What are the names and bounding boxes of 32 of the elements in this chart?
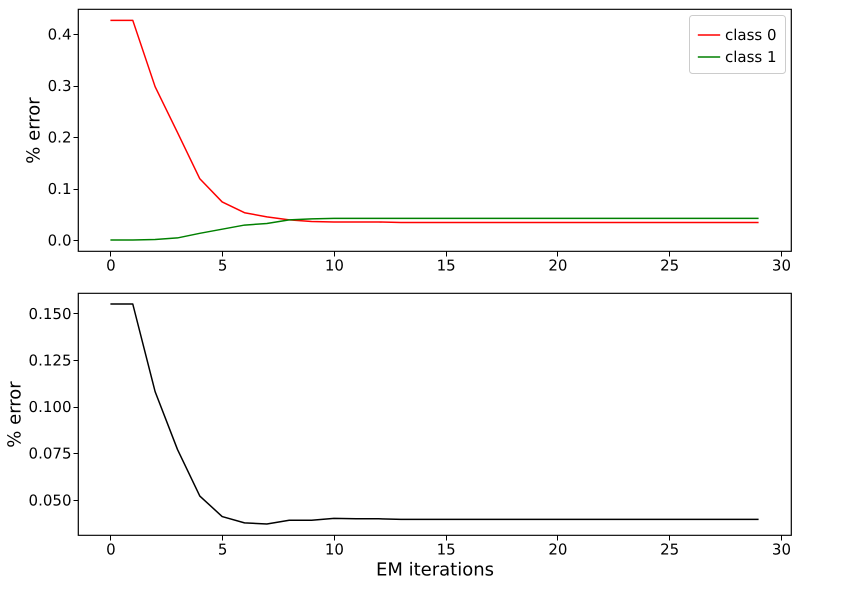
- x-axis-title: EM iterations: [376, 560, 494, 580]
- y-tick-label: 0.075: [28, 444, 72, 463]
- x-tick-label: 0: [106, 256, 116, 274]
- x-tick-label: 25: [660, 540, 680, 558]
- line-series: [110, 218, 760, 241]
- legend-label: class 1: [725, 48, 777, 66]
- x-tick-label: 5: [218, 256, 228, 274]
- legend-label: class 0: [725, 26, 777, 44]
- x-tick-label: 30: [772, 540, 791, 558]
- x-tick-label: 10: [324, 256, 344, 274]
- x-tick-label: 15: [436, 540, 456, 558]
- y-tick-label: 0.3: [48, 77, 72, 96]
- y-tick-label: 0.1: [48, 180, 72, 198]
- y-axis-title: % error: [4, 380, 26, 448]
- y-axis-title: % error: [24, 96, 45, 164]
- x-tick-label: 10: [324, 540, 344, 558]
- x-tick-label: 15: [436, 256, 456, 274]
- x-tick-label: 20: [548, 540, 568, 558]
- line-series: [110, 20, 760, 224]
- x-tick-label: 25: [660, 256, 680, 274]
- y-tick-label: 0.100: [28, 398, 72, 416]
- line-series: [110, 303, 760, 525]
- y-tick-label: 0.125: [28, 351, 72, 370]
- x-tick-label: 30: [772, 256, 791, 274]
- x-tick-label: 20: [548, 256, 568, 274]
- y-tick-label: 0.0: [48, 231, 72, 250]
- x-tick-label: 0: [106, 540, 116, 558]
- y-tick-label: 0.150: [28, 304, 72, 323]
- y-tick-label: 0.2: [48, 128, 72, 147]
- y-tick-label: 0.050: [28, 491, 72, 510]
- x-tick-label: 5: [218, 540, 228, 558]
- y-tick-label: 0.4: [48, 26, 72, 44]
